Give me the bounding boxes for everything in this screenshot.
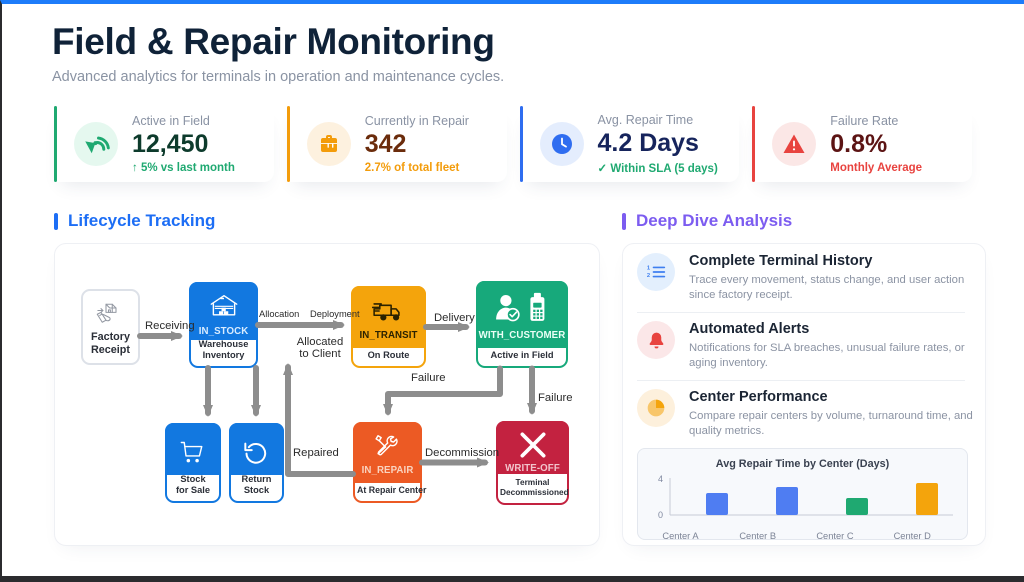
svg-text:4: 4 <box>658 474 663 484</box>
svg-text:2: 2 <box>647 273 651 279</box>
svg-text:1: 1 <box>647 266 651 272</box>
svg-text:0: 0 <box>658 510 663 520</box>
